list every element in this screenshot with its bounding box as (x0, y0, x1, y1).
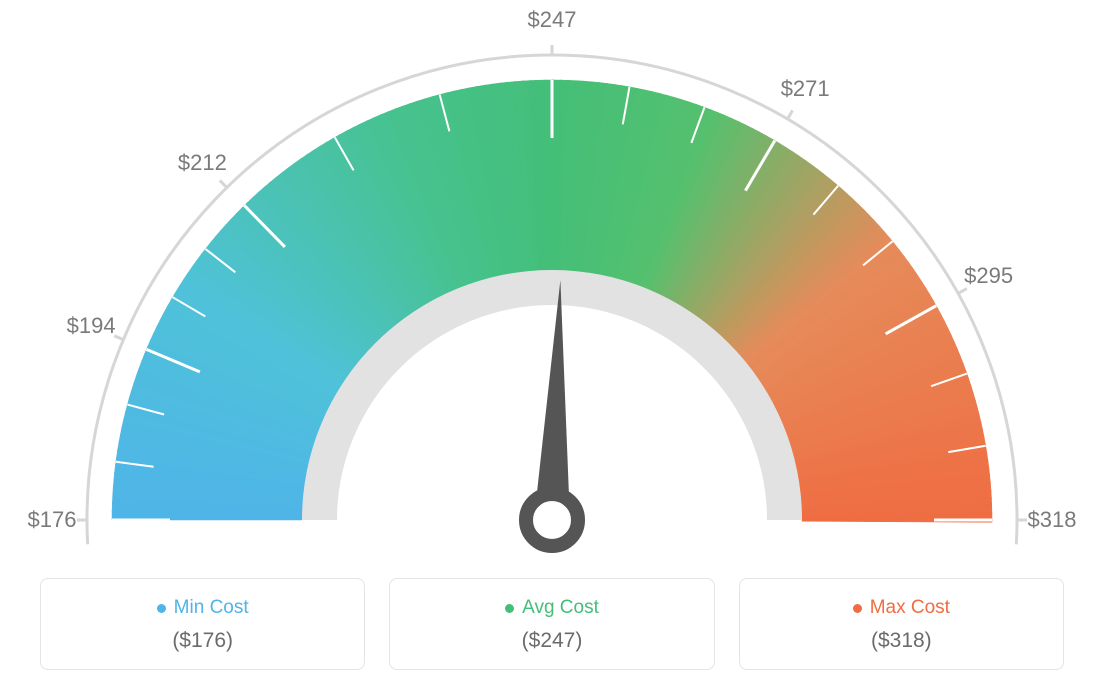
dot-icon (157, 604, 166, 613)
dot-icon (853, 604, 862, 613)
legend-title-min: Min Cost (157, 597, 249, 619)
legend-value-avg: ($247) (400, 629, 703, 653)
legend-title-avg: Avg Cost (505, 597, 599, 619)
gauge-tick-label: $318 (1028, 507, 1077, 533)
legend-card-max: Max Cost ($318) (739, 578, 1064, 670)
gauge-tick-label: $194 (67, 313, 116, 339)
legend-card-avg: Avg Cost ($247) (389, 578, 714, 670)
gauge-tick-label: $271 (781, 76, 830, 102)
legend-card-min: Min Cost ($176) (40, 578, 365, 670)
legend-value-max: ($318) (750, 629, 1053, 653)
cost-gauge: $176 $194 $212 $247 $271 $295 $318 (0, 0, 1104, 560)
gauge-tick-label: $212 (178, 150, 227, 176)
legend-label: Min Cost (174, 597, 249, 619)
legend-title-max: Max Cost (853, 597, 950, 619)
legend-label: Max Cost (870, 597, 950, 619)
legend-label: Avg Cost (522, 597, 599, 619)
gauge-needle-hub (526, 494, 578, 546)
gauge-tick-label: $176 (28, 507, 77, 533)
gauge-svg (0, 0, 1104, 560)
gauge-needle (534, 280, 570, 520)
gauge-tick-label: $295 (964, 263, 1013, 289)
dot-icon (505, 604, 514, 613)
legend-row: Min Cost ($176) Avg Cost ($247) Max Cost… (40, 578, 1064, 670)
gauge-tick-label: $247 (528, 7, 577, 33)
legend-value-min: ($176) (51, 629, 354, 653)
